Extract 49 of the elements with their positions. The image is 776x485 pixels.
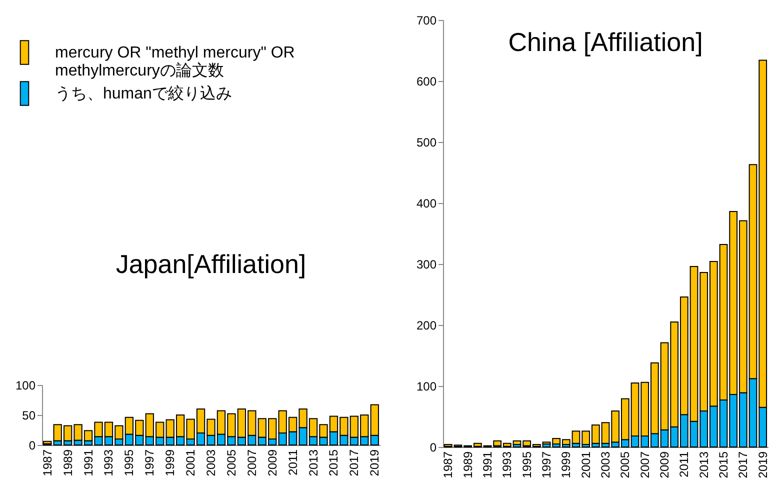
x-tick-label: 2003 [598, 451, 612, 478]
y-tick-label: 50 [22, 408, 36, 422]
x-tick-label: 1989 [60, 449, 75, 476]
x-tick-label: 1991 [480, 451, 494, 478]
x-tick-label: 2011 [677, 451, 692, 478]
x-tick-label: 2005 [618, 451, 632, 478]
chart-title: Japan[Affiliation] [116, 249, 306, 279]
x-tick-label: 1987 [40, 449, 54, 476]
x-tick-label: 2015 [326, 449, 341, 476]
x-tick-label: 2013 [306, 449, 320, 476]
x-tick-label: 1991 [81, 449, 96, 476]
x-tick-label: 1999 [163, 449, 178, 476]
y-tick-label: 100 [15, 378, 36, 392]
y-tick-label: 400 [416, 196, 437, 210]
x-tick-label: 2017 [736, 451, 750, 478]
x-tick-label: 2001 [578, 451, 593, 478]
x-tick-label: 2001 [184, 449, 198, 476]
x-tick-label: 2013 [696, 451, 711, 478]
x-tick-label: 2017 [347, 449, 362, 476]
x-tick-label: 1993 [500, 451, 514, 478]
x-tick-label: 2019 [368, 449, 382, 476]
x-tick-label: 1993 [102, 449, 116, 476]
x-tick-label: 2009 [265, 449, 280, 476]
y-tick-label: 200 [416, 318, 437, 332]
y-tick-label: 0 [28, 438, 36, 452]
x-tick-label: 2019 [756, 451, 770, 478]
y-tick-label: 0 [430, 440, 437, 454]
x-tick-label: 1989 [460, 451, 475, 478]
y-tick-label: 700 [416, 14, 437, 28]
x-tick-label: 2007 [244, 449, 259, 476]
x-tick-label: 1995 [520, 451, 534, 478]
y-tick-label: 500 [416, 136, 437, 150]
x-tick-label: 2005 [224, 449, 238, 476]
x-tick-label: 1987 [441, 451, 456, 478]
chart-title: China [Affiliation] [508, 27, 703, 57]
y-tick-label: 300 [416, 258, 437, 272]
x-tick-label: 1999 [559, 451, 574, 478]
legend-label: うち、humanで絞り込み [55, 84, 232, 102]
x-tick-label: 1995 [122, 449, 136, 476]
x-tick-label: 2015 [716, 451, 731, 478]
legend-label: mercury OR "methyl mercury" OR methylmercuryの論文数 [55, 44, 295, 80]
y-tick-label: 100 [416, 380, 437, 394]
x-tick-label: 2003 [204, 449, 218, 476]
x-tick-label: 1997 [142, 449, 157, 476]
x-tick-label: 2009 [658, 451, 672, 478]
x-tick-label: 2007 [638, 451, 652, 478]
x-tick-label: 2011 [286, 449, 300, 476]
y-tick-label: 600 [416, 74, 437, 88]
x-tick-label: 1997 [540, 451, 554, 478]
